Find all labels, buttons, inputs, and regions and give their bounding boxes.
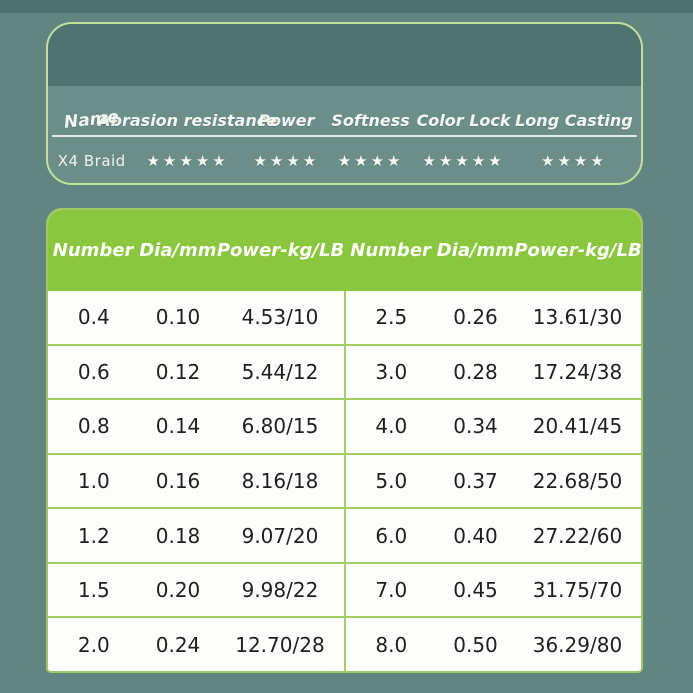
- rating-header-abrasion-resistance: Abrasion resistance: [98, 111, 278, 130]
- stars-long-casting: ★★★★: [513, 152, 635, 170]
- column-header-number: Number: [52, 239, 134, 261]
- cell-dia: 0.10: [155, 305, 201, 330]
- table-row: 1.2 0.18 9.07/20: [48, 509, 344, 564]
- star-rating-icon: ★★★★: [337, 151, 404, 170]
- cell-power: 17.24/38: [532, 359, 623, 384]
- spec-table: Number Dia/mm Power-kg/LB Number Dia/mm …: [46, 208, 643, 673]
- cell-number: 0.6: [77, 359, 110, 384]
- cell-number: 8.0: [375, 632, 408, 657]
- cell-number: 5.0: [375, 469, 408, 494]
- spec-table-header: Number Dia/mm Power-kg/LB Number Dia/mm …: [48, 210, 642, 291]
- cell-power: 13.61/30: [532, 305, 623, 330]
- table-row: 4.0 0.34 20.41/45: [345, 400, 641, 455]
- table-row: 5.0 0.37 22.68/50: [345, 454, 641, 510]
- cell-dia: 0.26: [453, 305, 498, 330]
- cell-dia: 0.18: [155, 523, 201, 548]
- column-header-dia: Dia/mm: [139, 239, 217, 261]
- table-row: 0.8 0.14 6.80/15: [48, 400, 344, 455]
- cell-number: 3.0: [375, 359, 408, 384]
- cell-dia: 0.16: [155, 469, 201, 494]
- table-row: 2.5 0.26 13.61/30: [345, 291, 641, 346]
- rating-card-top-strip: [48, 24, 641, 87]
- stars-color-lock: ★★★★★: [414, 152, 513, 170]
- rating-value-row: X4 Braid ★★★★★ ★★★★ ★★★★ ★★★★★ ★★★★: [48, 137, 641, 183]
- rating-header-color-lock: Color Lock: [416, 111, 511, 130]
- rating-header-name: Name: [63, 107, 121, 133]
- cell-dia: 0.40: [453, 523, 498, 548]
- cell-dia: 0.28: [453, 359, 498, 384]
- cell-number: 0.8: [77, 414, 110, 439]
- stars-power: ★★★★: [246, 152, 327, 170]
- column-header-number: Number: [350, 239, 431, 261]
- stars-softness: ★★★★: [327, 152, 414, 170]
- cell-dia: 0.34: [453, 414, 498, 439]
- cell-number: 2.0: [77, 632, 110, 657]
- rating-divider: [52, 135, 637, 137]
- product-rating-card: Name Abrasion resistance Power Softness …: [46, 22, 643, 185]
- cell-power: 9.98/22: [241, 578, 319, 603]
- table-row: 6.0 0.40 27.22/60: [345, 509, 641, 564]
- cell-power: 6.80/15: [241, 414, 319, 439]
- spec-body-group-right: 2.5 0.26 13.61/30 3.0 0.28 17.24/38 4.0 …: [345, 291, 641, 671]
- table-row: 1.0 0.16 8.16/18: [48, 454, 344, 510]
- cell-number: 0.4: [77, 305, 110, 330]
- cell-power: 12.70/28: [235, 632, 325, 657]
- product-name: X4 Braid: [57, 151, 126, 170]
- cell-power: 36.29/80: [532, 632, 623, 657]
- column-header-power: Power-kg/LB: [216, 239, 345, 261]
- star-rating-icon: ★★★★: [541, 151, 607, 170]
- page-top-shade: [0, 0, 693, 13]
- cell-dia: 0.24: [155, 632, 201, 657]
- star-rating-icon: ★★★★: [253, 151, 320, 170]
- cell-dia: 0.37: [453, 469, 498, 494]
- star-rating-icon: ★★★★★: [146, 151, 229, 170]
- cell-number: 7.0: [375, 578, 408, 603]
- cell-power: 31.75/70: [532, 578, 623, 603]
- spec-body-group-left: 0.4 0.10 4.53/10 0.6 0.12 5.44/12 0.8 0.…: [48, 291, 346, 671]
- cell-dia: 0.20: [155, 578, 201, 603]
- rating-header-softness: Softness: [331, 111, 410, 130]
- cell-power: 20.41/45: [532, 414, 623, 439]
- table-row: 8.0 0.50 36.29/80: [345, 618, 641, 671]
- star-rating-icon: ★★★★★: [422, 151, 505, 170]
- cell-dia: 0.14: [155, 414, 201, 439]
- table-row: 7.0 0.45 31.75/70: [345, 563, 641, 619]
- cell-number: 6.0: [375, 523, 408, 548]
- cell-number: 1.2: [77, 523, 110, 548]
- cell-number: 1.0: [77, 469, 110, 494]
- cell-power: 8.16/18: [241, 469, 319, 494]
- cell-power: 27.22/60: [532, 523, 623, 548]
- table-row: 0.6 0.12 5.44/12: [48, 345, 344, 401]
- cell-number: 1.5: [77, 578, 110, 603]
- column-header-power: Power-kg/LB: [514, 239, 642, 261]
- table-row: 2.0 0.24 12.70/28: [48, 618, 344, 671]
- spec-header-group-right: Number Dia/mm Power-kg/LB: [345, 210, 642, 291]
- table-row: 3.0 0.28 17.24/38: [345, 345, 641, 401]
- spec-table-body: 0.4 0.10 4.53/10 0.6 0.12 5.44/12 0.8 0.…: [48, 291, 641, 671]
- rating-header-row: Name Abrasion resistance Power Softness …: [48, 87, 641, 135]
- stars-abrasion-resistance: ★★★★★: [130, 152, 246, 170]
- cell-power: 9.07/20: [241, 523, 319, 548]
- spec-header-group-left: Number Dia/mm Power-kg/LB: [48, 210, 345, 291]
- rating-header-power: Power: [258, 111, 315, 130]
- cell-dia: 0.50: [453, 632, 498, 657]
- cell-power: 4.53/10: [241, 305, 319, 330]
- table-row: 1.5 0.20 9.98/22: [48, 563, 344, 619]
- column-header-dia: Dia/mm: [436, 239, 515, 261]
- cell-dia: 0.12: [155, 359, 201, 384]
- cell-power: 22.68/50: [532, 469, 623, 494]
- cell-number: 2.5: [375, 305, 408, 330]
- rating-header-long-casting: Long Casting: [515, 111, 633, 130]
- cell-number: 4.0: [375, 414, 408, 439]
- cell-power: 5.44/12: [241, 359, 319, 384]
- cell-dia: 0.45: [453, 578, 498, 603]
- table-row: 0.4 0.10 4.53/10: [48, 291, 344, 346]
